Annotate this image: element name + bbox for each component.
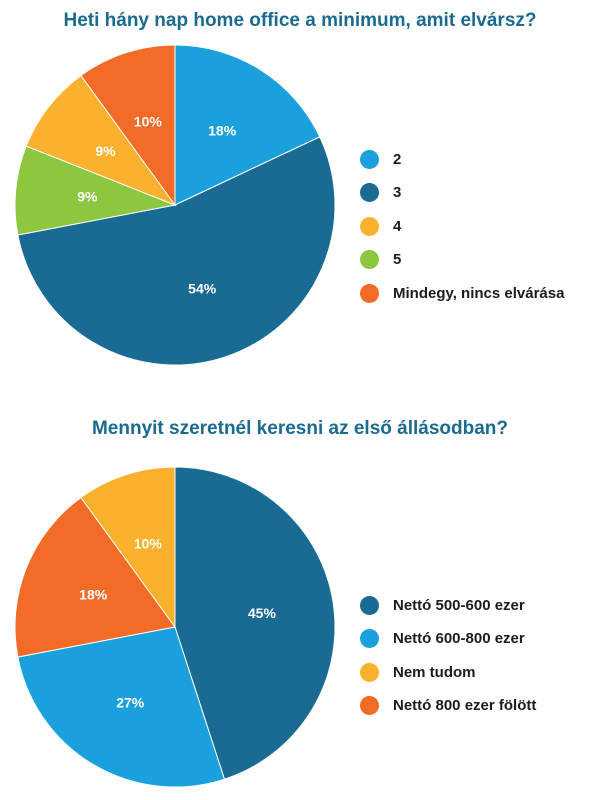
pie-slice: [174, 466, 336, 780]
legend-home-office: 2 3 4 5 Mindegy, nincs elvárása: [360, 148, 564, 316]
legend-item: Nettó 800 ezer fölött: [360, 695, 536, 717]
legend-item: Nettó 600-800 ezer: [360, 628, 536, 650]
legend-item: 4: [360, 215, 564, 237]
pie-slice: [25, 74, 177, 207]
legend-swatch: [360, 283, 379, 303]
slice-value-label: 54%: [188, 281, 217, 297]
legend-swatch: [360, 629, 379, 648]
legend-swatch: [360, 662, 379, 682]
legend-item: Nettó 500-600 ezer: [360, 594, 536, 616]
pie-slice: [80, 466, 176, 629]
legend-label: Nettó 600-800 ezer: [393, 630, 525, 647]
legend-label: 3: [393, 184, 402, 201]
legend-label: 5: [393, 251, 402, 268]
pie-slice: [17, 136, 336, 366]
legend-label: Nettó 500-600 ezer: [393, 596, 525, 614]
slice-value-label: 10%: [134, 535, 163, 551]
slice-value-label: 18%: [208, 123, 237, 139]
legend-item: 5: [360, 249, 564, 271]
legend-item: Nem tudom: [360, 661, 536, 683]
pie-chart-home-office: 18% 54% 9% 9% 10%: [14, 44, 336, 366]
legend-item: 3: [360, 182, 564, 204]
slice-value-label: 45%: [248, 605, 277, 621]
legend-item: 2: [360, 148, 564, 170]
pie-slice: [14, 496, 176, 658]
legend-label: Mindegy, nincs elvárása: [393, 284, 565, 302]
legend-swatch: [360, 595, 379, 615]
legend-item: Mindegy, nincs elvárása: [360, 282, 564, 304]
pie-slice: [174, 44, 321, 206]
slice-value-label: 9%: [77, 189, 98, 205]
legend-label: Nem tudom: [393, 663, 476, 681]
legend-swatch: [360, 216, 379, 236]
chart-title-salary: Mennyit szeretnél keresni az első álláso…: [91, 418, 509, 439]
legend-label: 2: [393, 150, 402, 168]
slice-value-label: 10%: [134, 113, 163, 129]
pie-slice: [14, 145, 177, 236]
pie-slice: [80, 44, 176, 207]
pie-slice: [17, 626, 226, 788]
legend-swatch: [360, 149, 379, 169]
legend-salary: Nettó 500-600 ezer Nettó 600-800 ezer Nem …: [360, 594, 536, 728]
legend-label: 4: [393, 217, 402, 235]
legend-label: Nettó 800 ezer fölött: [393, 697, 537, 714]
slice-value-label: 18%: [79, 587, 108, 603]
slice-value-label: 9%: [95, 143, 116, 159]
pie-chart-salary: 45% 27% 18% 10%: [14, 466, 336, 788]
legend-swatch: [360, 183, 379, 202]
legend-swatch: [360, 696, 379, 715]
chart-title-home-office: Heti hány nap home office a minimum, ami…: [63, 10, 537, 31]
slice-value-label: 27%: [116, 695, 145, 711]
legend-swatch: [360, 250, 379, 269]
